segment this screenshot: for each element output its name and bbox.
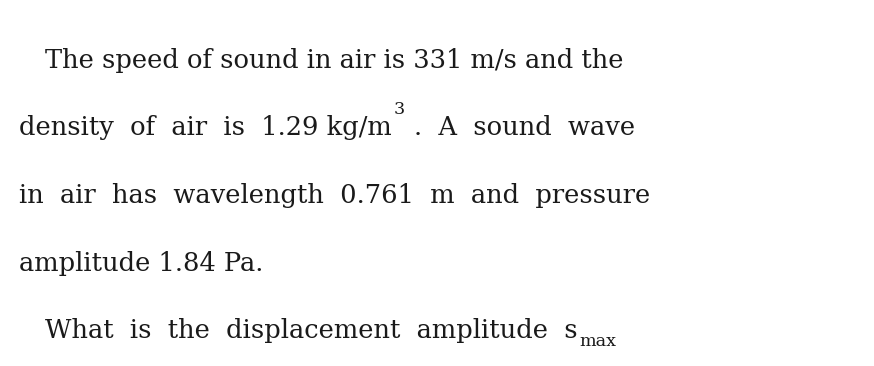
Text: 3: 3	[393, 101, 405, 117]
Text: density  of  air  is  1.29 kg/m: density of air is 1.29 kg/m	[19, 115, 392, 140]
Text: max: max	[579, 333, 617, 350]
Text: amplitude 1.84 Pa.: amplitude 1.84 Pa.	[19, 251, 264, 276]
Text: The speed of sound in air is 331 m/s and the: The speed of sound in air is 331 m/s and…	[45, 48, 624, 72]
Text: What  is  the  displacement  amplitude  s: What is the displacement amplitude s	[45, 318, 578, 343]
Text: .  A  sound  wave: . A sound wave	[413, 115, 635, 140]
Text: in  air  has  wavelength  0.761  m  and  pressure: in air has wavelength 0.761 m and pressu…	[19, 183, 650, 208]
